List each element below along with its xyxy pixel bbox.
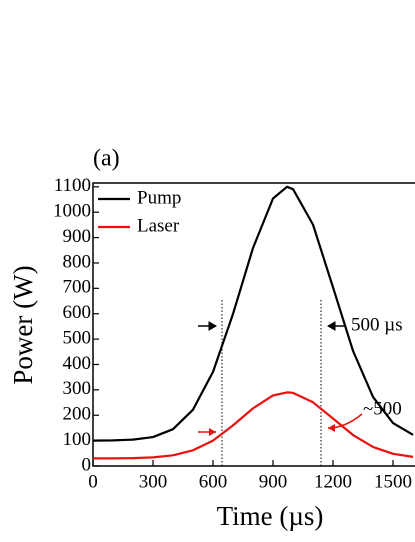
y-tick-label: 1100 [54,175,91,196]
y-tick-label: 1000 [53,201,91,222]
y-tick-label: 500 [63,327,92,348]
annotation: 500 µs [351,314,403,335]
y-tick-label: 800 [63,251,92,272]
chart-title: (a) [93,146,120,172]
series-line [93,391,414,460]
y-axis-label: Power (W) [8,265,38,384]
x-axis-label: Time (µs) [217,501,324,531]
x-tick-label: 900 [259,471,288,492]
y-tick-label: 0 [82,454,92,475]
legend-label: Laser [137,215,180,236]
plot-area [92,185,414,460]
x-tick-label: 1200 [314,471,352,492]
y-tick-label: 100 [63,429,92,450]
legend-label: Pump [137,187,181,208]
y-tick-label: 700 [63,277,92,298]
x-tick-label: 1500 [374,471,412,492]
x-tick-label: 300 [139,471,168,492]
y-tick-label: 900 [63,226,92,247]
x-tick-label: 600 [199,471,228,492]
y-tick-label: 300 [63,378,92,399]
fwhm-markers [198,300,363,466]
axis-frame [92,182,415,467]
y-tick-label: 600 [63,302,92,323]
y-tick-label: 400 [63,353,92,374]
x-tick-label: 0 [88,471,98,492]
y-tick-label: 200 [63,404,92,425]
series-line [92,185,414,442]
